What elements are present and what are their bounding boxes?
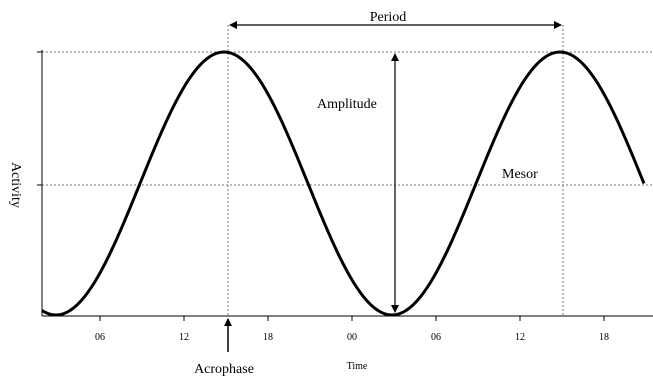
mesor-label: Mesor	[502, 167, 538, 182]
amplitude-label: Amplitude	[317, 97, 377, 112]
x-tick-label: 12	[515, 332, 525, 343]
x-tick-label: 06	[95, 332, 105, 343]
x-tick-label: 12	[179, 332, 189, 343]
y-axis-label: Activity	[8, 162, 23, 208]
x-tick-label: 06	[431, 332, 441, 343]
x-tick-label: 18	[263, 332, 273, 343]
period-label: Period	[370, 10, 407, 25]
x-tick-label: 18	[599, 332, 609, 343]
x-axis-label: Time	[347, 361, 368, 372]
x-tick-label: 00	[347, 332, 357, 343]
activity-curve	[41, 50, 646, 317]
x-ticks: 06 12 18 00 06 12 18	[95, 316, 609, 343]
acrophase-label: Acrophase	[194, 362, 254, 377]
